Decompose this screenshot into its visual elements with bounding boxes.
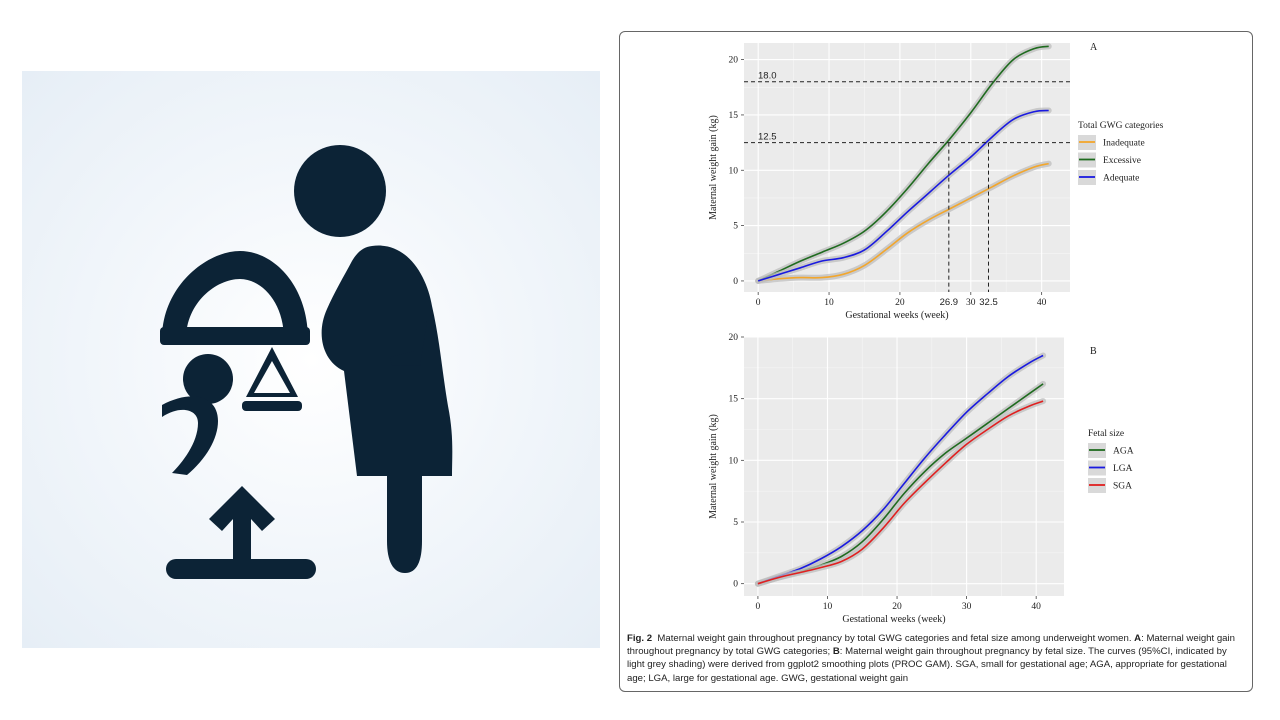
panel-label: A (1090, 42, 1098, 53)
reference-label-y: 12.5 (758, 132, 777, 143)
baby-head-shape (183, 354, 233, 404)
up-arrow-shape (209, 486, 275, 569)
series-line-lga (757, 354, 1044, 585)
y-tick-label: 10 (729, 456, 739, 466)
x-tick-label: 10 (823, 602, 833, 612)
pregnant-woman-with-baby-scale-and-up-arrow-icon (160, 145, 453, 579)
caption-text-3: : Maternal weight gain throughout pregna… (627, 646, 1227, 684)
y-tick-label: 0 (733, 277, 738, 287)
y-tick-label: 20 (729, 56, 739, 66)
x-tick-label: 10 (824, 298, 834, 308)
scale-dome-shape (162, 251, 308, 339)
illustration-panel (22, 71, 600, 648)
reference-label-y: 18.0 (758, 71, 777, 82)
plot-background (744, 337, 1064, 596)
x-tick-label: 20 (895, 298, 905, 308)
caption-label-b: B (832, 646, 840, 658)
x-tick-label: 20 (892, 602, 902, 612)
legend-label-adequate: Adequate (1103, 174, 1139, 184)
series-line-inadequate (758, 162, 1049, 282)
x-tick-label: 40 (1031, 602, 1041, 612)
legend-label-excessive: Excessive (1103, 156, 1141, 166)
y-tick-label: 10 (729, 166, 739, 176)
reference-label-x: 32.5 (979, 297, 998, 308)
figure-charts: 0 10 20 30 40 0 5 10 15 20 18.0 12.5 26.9 32.5 Gestati… (708, 42, 1164, 625)
legend-title: Total GWG categories (1078, 121, 1164, 131)
scale-pan-shape (242, 401, 302, 411)
x-axis-label: Gestational weeks (week) (845, 310, 948, 321)
y-axis-label: Maternal weight gain (kg) (708, 115, 719, 220)
figure-caption: Fig. 2 Maternal weight gain throughout p… (627, 632, 1247, 685)
x-tick-label: 30 (966, 298, 976, 308)
x-tick-label: 30 (962, 602, 972, 612)
x-tick-label: 0 (756, 602, 761, 612)
series-line-sga (757, 400, 1044, 585)
caption-fig-label: Fig. 2 (627, 633, 653, 644)
caption-text-1: Maternal weight gain throughout pregnanc… (657, 633, 1135, 644)
y-tick-label: 15 (729, 395, 739, 405)
x-tick-label: 0 (756, 298, 761, 308)
legend-label-sga: SGA (1113, 482, 1132, 492)
caption-text-2: : Maternal weight gain throughout pregna… (627, 633, 1235, 658)
y-tick-label: 5 (733, 222, 738, 232)
y-tick-label: 0 (733, 580, 738, 590)
legend-title: Fetal size (1088, 429, 1124, 439)
plot-background (744, 43, 1070, 292)
x-axis-label: Gestational weeks (week) (842, 614, 945, 625)
series-line-adequate (757, 109, 1049, 282)
legend-label-aga: AGA (1113, 447, 1134, 457)
legend-label-inadequate: Inadequate (1103, 139, 1145, 149)
y-tick-label: 20 (729, 333, 739, 343)
reference-label-x: 26.9 (940, 297, 959, 308)
floor-bar-shape (166, 559, 316, 579)
woman-body-shape (321, 245, 453, 573)
panel-label: B (1090, 346, 1097, 357)
x-tick-label: 40 (1037, 298, 1047, 308)
y-tick-label: 5 (733, 518, 738, 528)
y-tick-label: 15 (729, 111, 739, 121)
y-axis-label: Maternal weight gain (kg) (708, 414, 719, 519)
legend-label-lga: LGA (1113, 464, 1133, 474)
woman-arm-shape (390, 321, 427, 366)
caption-label-a: A (1134, 633, 1142, 644)
baby-body-shape (162, 396, 218, 475)
figure-panel: 0 10 20 30 40 0 5 10 15 20 18.0 12.5 26.9 32.5 Gestati… (619, 31, 1253, 692)
scale-triangle-shape (246, 347, 298, 397)
woman-head-shape (294, 145, 386, 237)
scale-base-bar-shape (160, 327, 310, 345)
series-line-excessive (757, 45, 1049, 282)
